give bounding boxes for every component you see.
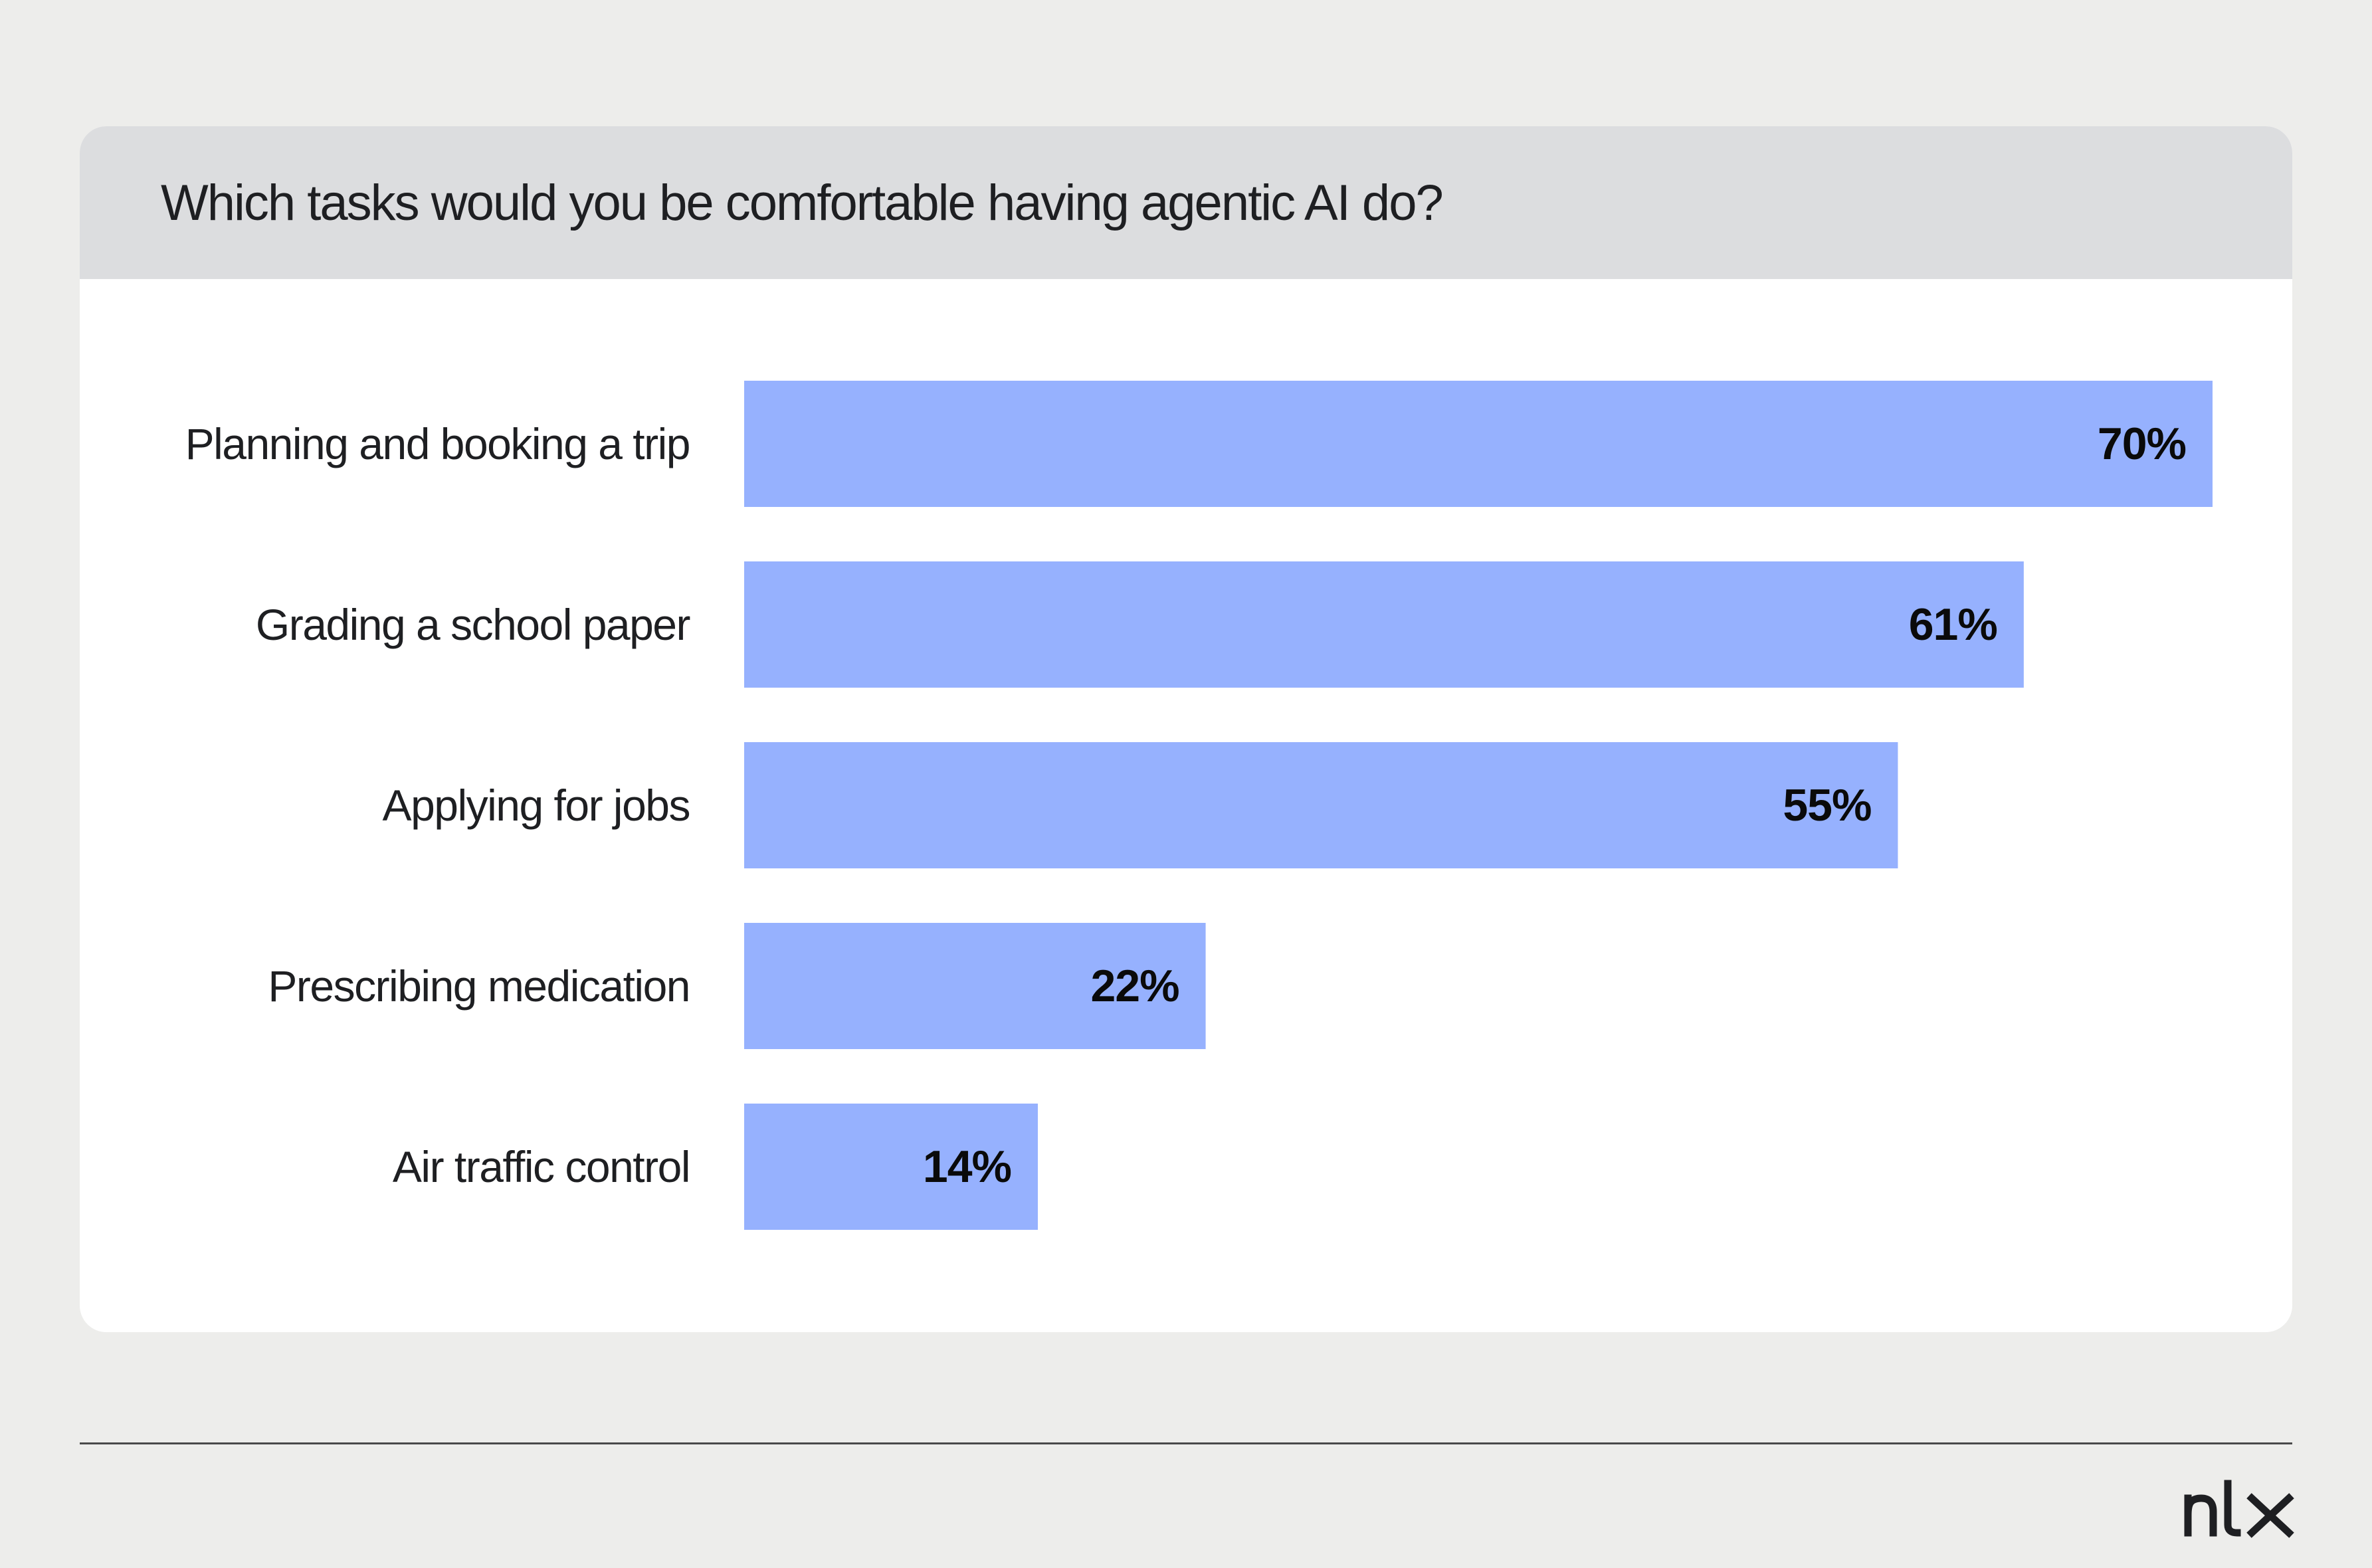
bar-air-traffic-control (744, 1104, 1038, 1230)
footer-divider (80, 1442, 2292, 1444)
chart-title: Which tasks would you be comfortable hav… (161, 174, 1444, 231)
bar-chart: Planning and booking a trip 70% Grading a … (185, 381, 2213, 1230)
bar-planning-and-booking-a-trip (744, 381, 2213, 507)
value-label-prescribing-medication: 22% (1090, 961, 1179, 1011)
nlx-logo-icon (2184, 1480, 2294, 1538)
value-label-air-traffic-control: 14% (923, 1141, 1011, 1192)
chart-card: Which tasks would you be comfortable hav… (80, 126, 2292, 1332)
bar-prescribing-medication (744, 923, 1206, 1049)
chart-header: Which tasks would you be comfortable hav… (80, 126, 2292, 279)
bar-grading-a-school-paper (744, 561, 2024, 688)
category-label-planning-and-booking-a-trip: Planning and booking a trip (185, 419, 690, 468)
value-label-grading-a-school-paper: 61% (1909, 599, 1997, 650)
category-label-air-traffic-control: Air traffic control (393, 1142, 690, 1191)
category-label-grading-a-school-paper: Grading a school paper (256, 600, 690, 649)
bar-applying-for-jobs (744, 742, 1898, 868)
value-label-planning-and-booking-a-trip: 70% (2098, 419, 2186, 469)
value-label-applying-for-jobs: 55% (1783, 780, 1871, 831)
category-label-applying-for-jobs: Applying for jobs (383, 781, 690, 830)
category-label-prescribing-medication: Prescribing medication (268, 961, 690, 1011)
